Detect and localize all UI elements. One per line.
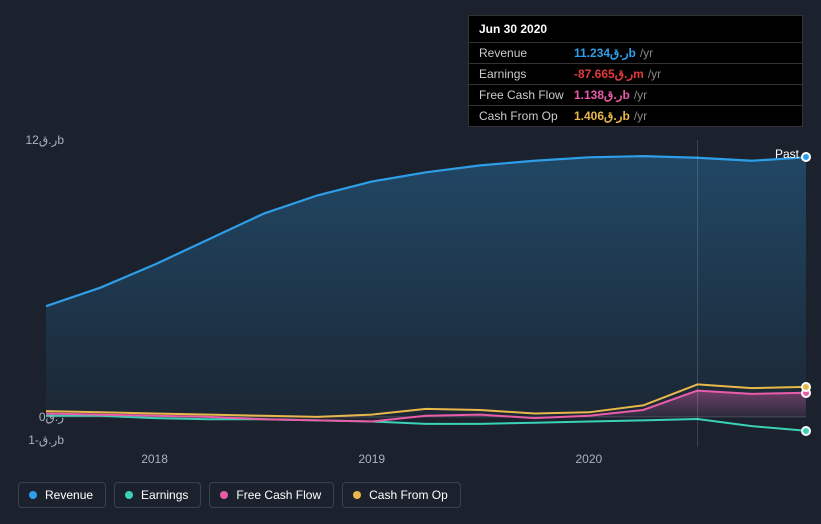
tooltip-row-label: Earnings — [479, 67, 574, 81]
y-axis-tick: ر.ق-1b — [4, 433, 64, 447]
tooltip-row-suffix: ر.قb — [604, 88, 630, 102]
legend-item-label: Free Cash Flow — [236, 488, 321, 502]
tooltip-row: Revenue11.234ر.قb/yr — [469, 43, 802, 64]
tooltip-row-suffix: ر.قm — [615, 67, 644, 81]
series-end-marker-revenue — [801, 152, 811, 162]
tooltip-row-suffix: ر.قb — [610, 46, 636, 60]
series-end-marker-cfo — [801, 382, 811, 392]
chart-cursor-line — [697, 140, 698, 447]
tooltip-row-value: 1.406 — [574, 109, 604, 123]
financials-chart — [46, 140, 806, 440]
tooltip-row: Free Cash Flow1.138ر.قb/yr — [469, 85, 802, 106]
legend-dot-icon — [220, 491, 228, 499]
tooltip-row-value: 1.138 — [574, 88, 604, 102]
tooltip-row-unit: /yr — [634, 88, 647, 102]
series-line-earnings — [46, 416, 806, 431]
chart-legend: Revenue Earnings Free Cash Flow Cash From O… — [18, 482, 461, 508]
x-axis-tick: 2019 — [358, 452, 385, 466]
legend-item[interactable]: Cash From Op — [342, 482, 461, 508]
tooltip-row-unit: /yr — [640, 46, 653, 60]
tooltip-row: Cash From Op1.406ر.قb/yr — [469, 106, 802, 126]
legend-item-label: Earnings — [141, 488, 188, 502]
series-area-revenue — [46, 156, 806, 417]
legend-dot-icon — [353, 491, 361, 499]
tooltip-row-suffix: ر.قb — [604, 109, 630, 123]
tooltip-row-value: -87.665 — [574, 67, 615, 81]
tooltip-row-value: 11.234 — [574, 46, 610, 60]
tooltip-row-unit: /yr — [634, 109, 647, 123]
legend-item[interactable]: Revenue — [18, 482, 106, 508]
series-end-marker-earnings — [801, 426, 811, 436]
y-axis-tick: ر.ق0 — [4, 410, 64, 424]
legend-item-label: Revenue — [45, 488, 93, 502]
legend-dot-icon — [125, 491, 133, 499]
tooltip-row-label: Revenue — [479, 46, 574, 60]
tooltip-row-unit: /yr — [648, 67, 661, 81]
x-axis-tick: 2020 — [575, 452, 602, 466]
legend-dot-icon — [29, 491, 37, 499]
tooltip-date: Jun 30 2020 — [469, 16, 802, 43]
x-axis-tick: 2018 — [141, 452, 168, 466]
y-axis-tick: ر.ق12b — [4, 133, 64, 147]
past-label: Past — [775, 147, 799, 161]
chart-tooltip: Jun 30 2020 Revenue11.234ر.قb/yrEarnings… — [468, 15, 803, 127]
tooltip-row-label: Free Cash Flow — [479, 88, 574, 102]
legend-item[interactable]: Earnings — [114, 482, 201, 508]
legend-item[interactable]: Free Cash Flow — [209, 482, 334, 508]
tooltip-row-label: Cash From Op — [479, 109, 574, 123]
tooltip-row: Earnings-87.665ر.قm/yr — [469, 64, 802, 85]
legend-item-label: Cash From Op — [369, 488, 448, 502]
